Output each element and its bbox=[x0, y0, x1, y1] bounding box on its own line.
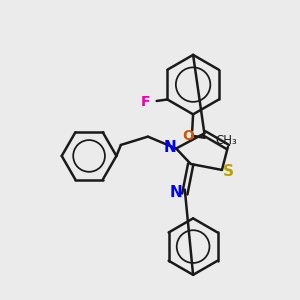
Text: N: N bbox=[163, 140, 176, 155]
Text: S: S bbox=[223, 164, 234, 178]
Text: CH₃: CH₃ bbox=[215, 134, 237, 147]
Text: O: O bbox=[182, 129, 194, 143]
Text: N: N bbox=[170, 185, 183, 200]
Text: F: F bbox=[141, 94, 151, 109]
